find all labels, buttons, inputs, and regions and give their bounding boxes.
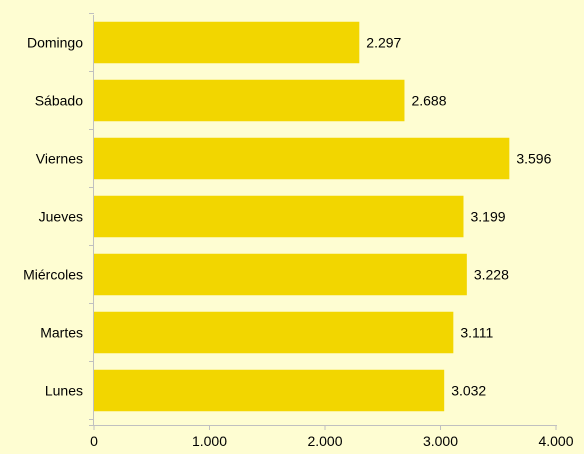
category-label: Jueves bbox=[39, 209, 83, 225]
value-label: 2.688 bbox=[411, 93, 446, 109]
bar-martes bbox=[94, 311, 454, 354]
x-tick-label: 3.000 bbox=[423, 433, 458, 449]
x-tick-label: 0 bbox=[90, 433, 98, 449]
value-label: 3.111 bbox=[460, 325, 493, 341]
value-label: 3.199 bbox=[470, 209, 505, 225]
value-label: 3.596 bbox=[516, 151, 551, 167]
bar-viernes bbox=[94, 137, 510, 180]
x-tick-label: 1.000 bbox=[192, 433, 227, 449]
bar-lunes bbox=[94, 369, 445, 412]
category-label: Viernes bbox=[36, 151, 83, 167]
value-label: 2.297 bbox=[366, 35, 401, 51]
category-label: Miércoles bbox=[23, 267, 83, 283]
value-label: 3.032 bbox=[451, 383, 486, 399]
category-label: Sábado bbox=[35, 93, 83, 109]
bar-miércoles bbox=[94, 253, 467, 296]
bar-domingo bbox=[94, 21, 360, 64]
bar-jueves bbox=[94, 195, 464, 238]
value-label: 3.228 bbox=[474, 267, 509, 283]
x-tick-label: 2.000 bbox=[307, 433, 342, 449]
bar-sábado bbox=[94, 79, 405, 122]
category-label: Martes bbox=[40, 325, 83, 341]
x-tick-label: 4.000 bbox=[538, 433, 573, 449]
category-label: Lunes bbox=[45, 383, 83, 399]
category-label: Domingo bbox=[27, 35, 83, 51]
